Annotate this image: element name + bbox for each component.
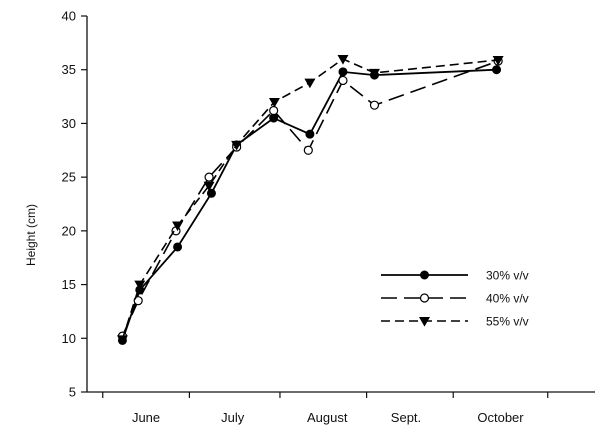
data-point — [269, 113, 279, 123]
data-point — [303, 145, 313, 155]
data-point — [206, 188, 216, 198]
x-tick-label: October — [477, 410, 524, 425]
data-point — [172, 221, 184, 232]
legend-item: 30% v/v — [381, 269, 529, 283]
data-point — [492, 65, 502, 75]
series-40-v-v — [117, 56, 503, 341]
data-point — [338, 75, 348, 86]
data-point — [368, 68, 380, 79]
x-tick-label: June — [132, 410, 160, 425]
data-point — [338, 67, 348, 77]
data-point — [337, 54, 349, 65]
data-point — [173, 242, 183, 252]
legend-label: 55% v/v — [486, 315, 529, 329]
y-axis-title: Height (cm) — [24, 204, 38, 266]
series-line — [121, 60, 499, 337]
series-30-v-v — [117, 65, 502, 345]
series-lines — [116, 54, 504, 345]
legend-label: 30% v/v — [486, 269, 529, 283]
data-point — [269, 105, 279, 116]
x-tick-label: July — [221, 410, 245, 425]
legend: 30% v/v 40% v/v 55% v/v — [381, 269, 529, 329]
legend-label: 40% v/v — [486, 292, 529, 306]
data-point — [203, 181, 215, 192]
series-line — [121, 68, 497, 341]
data-point — [492, 56, 504, 66]
y-tick-label: 5 — [69, 385, 76, 400]
data-point — [419, 316, 430, 327]
data-point — [116, 335, 128, 345]
data-point — [268, 97, 280, 108]
x-tick-label: Sept. — [391, 410, 421, 425]
legend-item: 40% v/v — [381, 292, 529, 306]
y-tick-label: 25 — [62, 170, 76, 185]
y-tick-label: 15 — [62, 277, 76, 292]
series-55-v-v — [116, 54, 504, 345]
data-point — [134, 280, 146, 291]
data-point — [231, 140, 243, 151]
y-tick-label: 20 — [62, 223, 76, 238]
axes: 5 10 15 20 25 30 35 40 June July August Sept. Octobe… — [62, 9, 595, 425]
y-tick-label: 40 — [62, 9, 76, 24]
data-point — [204, 172, 214, 182]
y-tick-label: 30 — [62, 116, 76, 131]
y-tick-label: 10 — [62, 331, 76, 346]
series-line — [121, 58, 499, 340]
x-tick-label: August — [307, 410, 348, 425]
data-point — [369, 100, 380, 110]
legend-item: 55% v/v — [381, 315, 529, 329]
data-point — [419, 293, 430, 303]
y-tick-label: 35 — [62, 62, 76, 77]
data-point — [420, 270, 429, 280]
data-point — [305, 129, 315, 139]
data-point — [304, 78, 316, 89]
data-point — [133, 296, 143, 306]
